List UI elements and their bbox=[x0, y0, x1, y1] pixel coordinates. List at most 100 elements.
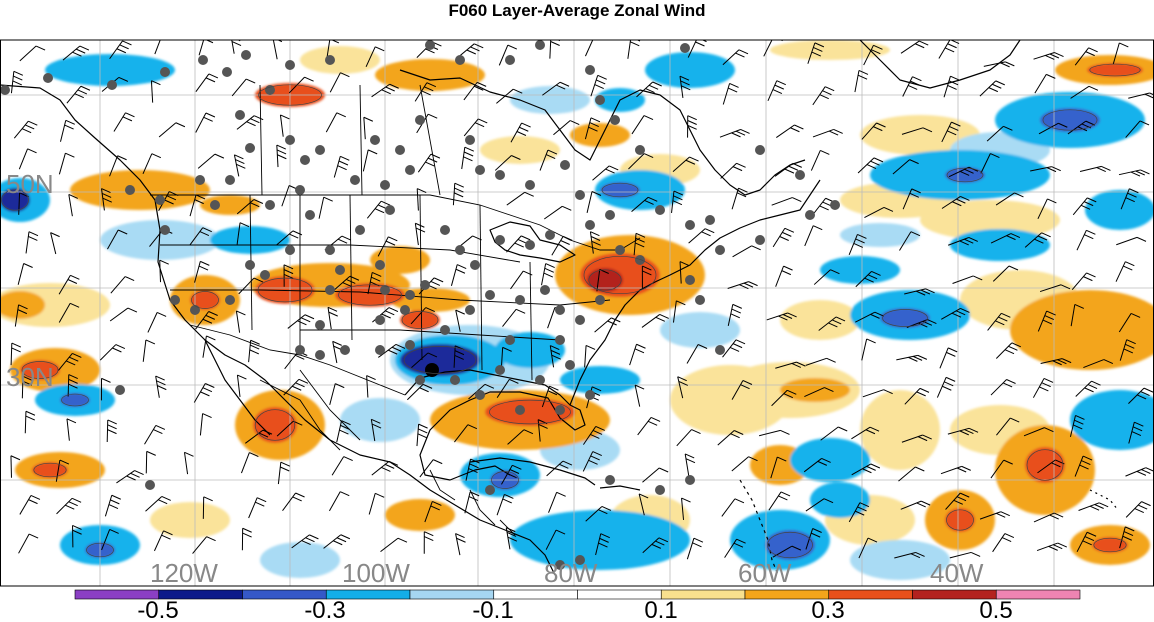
barb-feather bbox=[110, 499, 120, 505]
barb-feather bbox=[1046, 167, 1057, 173]
wind-barb bbox=[855, 311, 885, 323]
barb-feather bbox=[910, 80, 920, 86]
barb-feather bbox=[466, 49, 476, 55]
barb-feather bbox=[454, 350, 465, 356]
wind-barb bbox=[318, 196, 333, 219]
barb-feather bbox=[679, 75, 690, 81]
barb-feather bbox=[1049, 514, 1059, 520]
barb-staff bbox=[419, 459, 434, 478]
barb-staff bbox=[584, 117, 592, 140]
barb-feather bbox=[68, 374, 78, 379]
barb-feather bbox=[643, 153, 654, 159]
wind-barb bbox=[722, 83, 739, 105]
barb-staff bbox=[142, 153, 153, 175]
wind-barb bbox=[50, 232, 60, 255]
barb-feather bbox=[599, 537, 609, 543]
barb-feather bbox=[205, 383, 215, 388]
barb-feather bbox=[65, 504, 75, 510]
barb-staff bbox=[1034, 74, 1047, 94]
wind-barb bbox=[721, 498, 745, 517]
wind-barb bbox=[943, 75, 960, 98]
station-dot bbox=[495, 235, 505, 245]
barb-staff bbox=[494, 155, 512, 171]
barb-feather bbox=[474, 85, 484, 91]
barb-staff bbox=[549, 345, 555, 368]
anomaly-patch bbox=[790, 438, 870, 482]
wind-barb bbox=[407, 383, 433, 401]
barb-feather bbox=[1091, 380, 1101, 386]
wind-barb bbox=[1032, 377, 1054, 398]
barb-staff bbox=[236, 115, 255, 130]
barb-staff bbox=[992, 533, 1006, 553]
barb-staff bbox=[774, 162, 794, 177]
wind-barb bbox=[287, 314, 315, 329]
barb-staff bbox=[851, 426, 871, 440]
barb-feather bbox=[947, 84, 957, 90]
wind-barb bbox=[158, 122, 186, 138]
barb-feather bbox=[107, 419, 117, 425]
barb-feather bbox=[648, 84, 659, 90]
barb-feather bbox=[832, 319, 842, 325]
station-dot bbox=[655, 205, 665, 215]
barb-feather bbox=[867, 537, 878, 543]
barb-staff bbox=[582, 451, 594, 472]
barb-feather bbox=[385, 240, 396, 246]
barb-feather bbox=[59, 459, 70, 465]
barb-staff bbox=[805, 357, 827, 366]
barb-feather bbox=[1144, 93, 1154, 99]
barb-feather bbox=[959, 170, 970, 176]
barb-feather bbox=[968, 237, 978, 242]
station-dot bbox=[305, 210, 315, 220]
barb-feather bbox=[697, 344, 708, 349]
barb-staff bbox=[727, 304, 734, 326]
barb-staff bbox=[684, 453, 690, 476]
wind-barb bbox=[1076, 531, 1097, 553]
barb-staff bbox=[1078, 502, 1100, 511]
barb-feather bbox=[736, 162, 746, 168]
barb-feather bbox=[788, 165, 799, 171]
wind-barb bbox=[417, 153, 441, 173]
station-dot bbox=[525, 180, 535, 190]
border-states-h1 bbox=[160, 244, 521, 263]
station-dot bbox=[405, 165, 415, 175]
barb-feather bbox=[1141, 469, 1151, 474]
barb-staff bbox=[370, 419, 376, 442]
anomaly-patch bbox=[375, 59, 485, 91]
wind-barb bbox=[66, 418, 77, 441]
barb-feather bbox=[454, 182, 464, 188]
wind-barb bbox=[272, 40, 283, 60]
barb-feather bbox=[1084, 234, 1094, 240]
barb-staff bbox=[861, 338, 868, 361]
barb-staff bbox=[987, 312, 1002, 331]
barb-feather bbox=[472, 235, 482, 241]
barb-staff bbox=[417, 153, 432, 173]
barb-feather bbox=[72, 529, 82, 535]
barb-feather bbox=[830, 269, 840, 275]
station-dot bbox=[107, 80, 117, 90]
barb-staff bbox=[720, 162, 737, 179]
barb-feather bbox=[1132, 426, 1143, 432]
barb-staff bbox=[638, 493, 645, 516]
barb-feather bbox=[589, 122, 599, 127]
barb-feather bbox=[545, 263, 555, 269]
barb-feather bbox=[1058, 122, 1068, 128]
wind-barb bbox=[727, 281, 758, 290]
barb-staff bbox=[452, 183, 456, 206]
barb-staff bbox=[584, 345, 587, 368]
anomaly-patch bbox=[860, 390, 940, 470]
wind-barb bbox=[672, 156, 699, 172]
barb-feather bbox=[125, 112, 135, 118]
station-dot bbox=[160, 225, 170, 235]
barb-feather bbox=[108, 504, 119, 509]
barb-feather bbox=[25, 124, 35, 130]
wind-barb bbox=[277, 461, 291, 485]
barb-feather bbox=[372, 271, 382, 277]
barb-staff bbox=[329, 72, 341, 93]
barb-feather bbox=[418, 428, 428, 434]
wind-barb bbox=[109, 307, 138, 322]
barb-staff bbox=[901, 127, 924, 135]
barb-staff bbox=[109, 155, 119, 177]
station-dot bbox=[715, 245, 725, 255]
barb-feather bbox=[1125, 343, 1135, 349]
barb-feather bbox=[346, 278, 356, 284]
